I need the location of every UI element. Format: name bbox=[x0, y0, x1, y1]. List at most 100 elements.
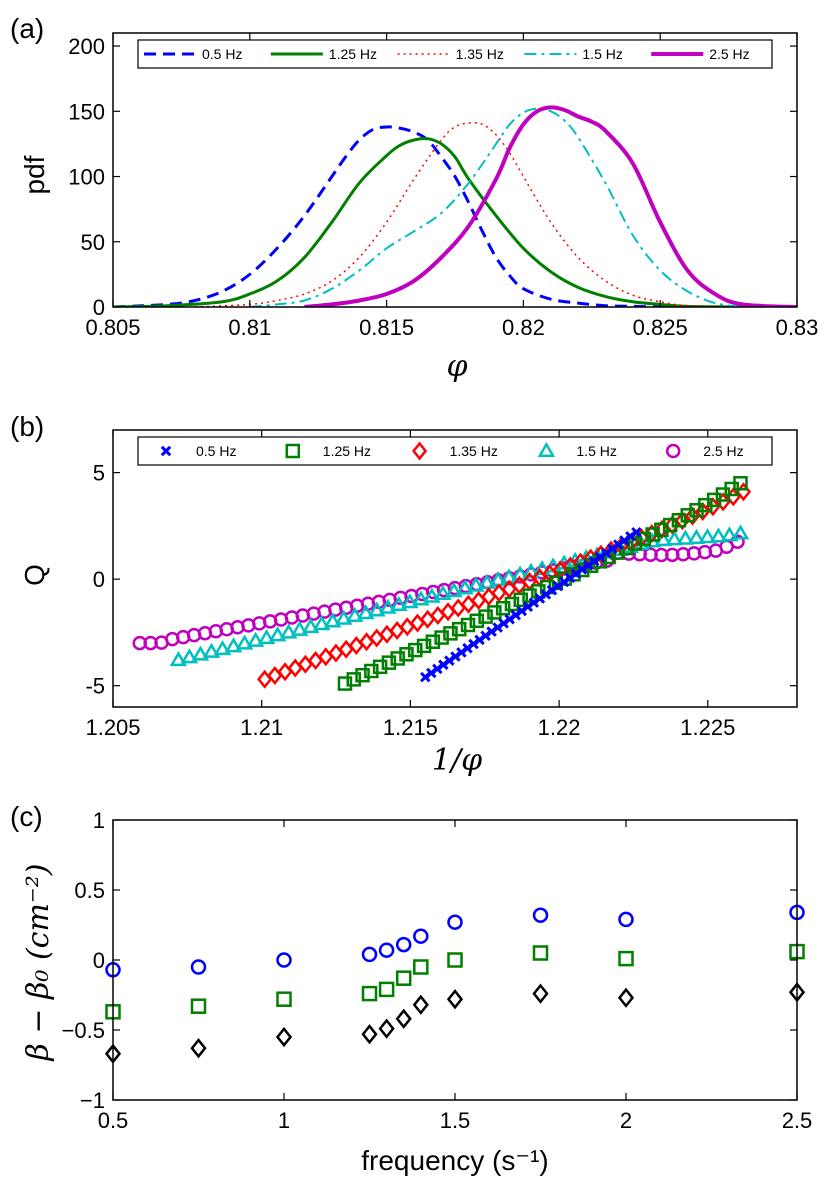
panel-b-xlabel: 1/φ bbox=[432, 743, 482, 778]
data-point-squares bbox=[618, 950, 634, 967]
data-point-1-25-hz bbox=[337, 676, 353, 691]
data-point-circles bbox=[361, 946, 378, 963]
data-point-1-5-hz bbox=[257, 628, 276, 645]
data-point-diamonds bbox=[395, 1008, 412, 1029]
data-point-1-5-hz bbox=[301, 617, 320, 634]
data-point-1-5-hz bbox=[323, 612, 342, 628]
x-tick-label-c: 0.5 bbox=[98, 1108, 129, 1133]
data-point-diamonds bbox=[361, 1024, 378, 1045]
data-point-1-25-hz bbox=[487, 605, 502, 620]
data-point-1-5-hz bbox=[279, 623, 298, 639]
data-point-1-25-hz bbox=[355, 667, 370, 683]
x-tick-label-c: 1.5 bbox=[440, 1108, 471, 1133]
y-tick-label-b: 0 bbox=[93, 567, 105, 592]
data-point-1-25-hz bbox=[390, 651, 405, 666]
x-tick-label-c: 2.5 bbox=[782, 1108, 813, 1133]
series-line-2-5-hz bbox=[304, 105, 797, 307]
plot-frame-b bbox=[112, 429, 798, 708]
data-point-1-5-hz bbox=[334, 609, 353, 625]
data-point-1-5-hz bbox=[312, 615, 331, 631]
data-point-1-5-hz bbox=[720, 526, 739, 542]
data-point-1-25-hz bbox=[451, 621, 467, 637]
data-point-1-5-hz bbox=[456, 579, 474, 595]
data-point-1-5-hz bbox=[412, 590, 430, 606]
data-point-1-5-hz bbox=[654, 531, 673, 547]
x-tick-label-a: 0.815 bbox=[359, 315, 414, 340]
data-point-1-5-hz bbox=[202, 642, 221, 658]
series-line-1-25-hz bbox=[113, 136, 743, 307]
data-point-circles bbox=[413, 928, 429, 944]
data-point-1-5-hz bbox=[434, 584, 452, 600]
legend-label-2-5-hz: 2.5 Hz bbox=[709, 46, 749, 62]
y-tick-label-a: 0 bbox=[93, 295, 105, 320]
legend-label-0-5-hz: 0.5 Hz bbox=[196, 443, 236, 459]
data-point-1-25-hz bbox=[469, 613, 485, 629]
legend-marker-2-5-hz bbox=[665, 443, 681, 459]
panel-label-c: (c) bbox=[10, 801, 43, 832]
data-point-1-25-hz bbox=[425, 634, 441, 649]
legend-label-1-25-hz: 1.25 Hz bbox=[329, 46, 377, 62]
data-point-1-5-hz bbox=[401, 593, 419, 609]
series-line-1-5-hz bbox=[249, 107, 743, 307]
legend-marker-1-35-hz bbox=[411, 441, 428, 461]
x-tick-label-b: 1.21 bbox=[240, 715, 283, 740]
data-point-1-5-hz bbox=[445, 582, 463, 598]
legend-label-1-5-hz: 1.5 Hz bbox=[576, 443, 616, 459]
series-line-0-5-hz bbox=[113, 125, 688, 307]
data-point-1-25-hz bbox=[513, 592, 529, 608]
legend-label-1-5-hz: 1.5 Hz bbox=[582, 46, 622, 62]
chart-panel-a: pdf φ 0.805 0.81 0.815 0.82 0.825 0.83 0 50 100 1… bbox=[19, 32, 818, 384]
data-point-1-25-hz bbox=[460, 617, 476, 633]
y-tick-label-a: 150 bbox=[68, 99, 105, 124]
data-point-1-5-hz bbox=[191, 645, 210, 661]
data-point-squares bbox=[276, 991, 292, 1007]
panel-c-xlabel: frequency (s⁻¹) bbox=[361, 1145, 549, 1176]
data-point-1-25-hz bbox=[636, 531, 652, 547]
data-point-1-25-hz bbox=[645, 527, 660, 542]
data-point-squares bbox=[532, 945, 549, 961]
y-tick-label-b: -5 bbox=[85, 674, 105, 699]
data-point-diamonds bbox=[617, 987, 635, 1008]
data-point-circles bbox=[190, 959, 207, 975]
data-point-squares bbox=[413, 959, 429, 975]
x-tick-label-b: 1.22 bbox=[538, 715, 581, 740]
chart-panel-b: Q 1/φ 1.205 1.21 1.215 1.22 1.225 -5 0 5 0.5 Hz 1… bbox=[19, 429, 798, 778]
y-tick-label-a: 200 bbox=[68, 34, 105, 59]
series-1-5-hz bbox=[169, 524, 750, 667]
data-point-1-25-hz bbox=[346, 672, 362, 687]
chart-panel-c: β − β₀ (cm⁻²) frequency (s⁻¹) 0.5 1 1.5 2 2.… bbox=[21, 808, 812, 1176]
data-point-1-5-hz bbox=[224, 637, 243, 653]
data-point-squares bbox=[395, 970, 412, 986]
series-circles bbox=[105, 904, 805, 978]
y-tick-label-a: 50 bbox=[81, 230, 105, 255]
plot-frame-c bbox=[112, 819, 798, 1101]
y-tick-label-c: 0 bbox=[93, 948, 105, 973]
data-point-1-5-hz bbox=[478, 573, 496, 589]
data-point-squares bbox=[378, 981, 395, 998]
data-point-1-5-hz bbox=[169, 651, 188, 667]
legend-label-0-5-hz: 0.5 Hz bbox=[202, 46, 242, 62]
data-point-circles bbox=[618, 911, 634, 928]
data-point-1-5-hz bbox=[379, 598, 397, 614]
data-point-1-25-hz bbox=[654, 522, 669, 538]
data-point-2-5-hz bbox=[730, 534, 745, 549]
data-point-1-5-hz bbox=[180, 648, 199, 664]
data-point-1-25-hz bbox=[733, 476, 748, 491]
data-point-1-5-hz bbox=[676, 529, 695, 545]
series-diamonds bbox=[104, 982, 806, 1064]
legend-label-2-5-hz: 2.5 Hz bbox=[703, 443, 743, 459]
data-point-1-35-hz bbox=[684, 506, 701, 526]
data-point-circles bbox=[447, 914, 463, 930]
x-tick-label-b: 1.215 bbox=[383, 715, 438, 740]
data-point-1-25-hz bbox=[504, 596, 520, 612]
y-tick-label-c: 1 bbox=[93, 808, 105, 833]
x-tick-label-c: 2 bbox=[620, 1108, 632, 1133]
x-tick-label-a: 0.825 bbox=[633, 315, 688, 340]
data-point-1-5-hz bbox=[731, 524, 750, 540]
panel-a-xlabel: φ bbox=[446, 349, 467, 384]
data-point-squares bbox=[447, 952, 463, 968]
series-1-25-hz bbox=[337, 476, 748, 691]
legend-b: 0.5 Hz 1.25 Hz 1.35 Hz 1.5 Hz 2.5 Hz bbox=[137, 436, 773, 466]
data-point-1-35-hz bbox=[674, 511, 690, 531]
